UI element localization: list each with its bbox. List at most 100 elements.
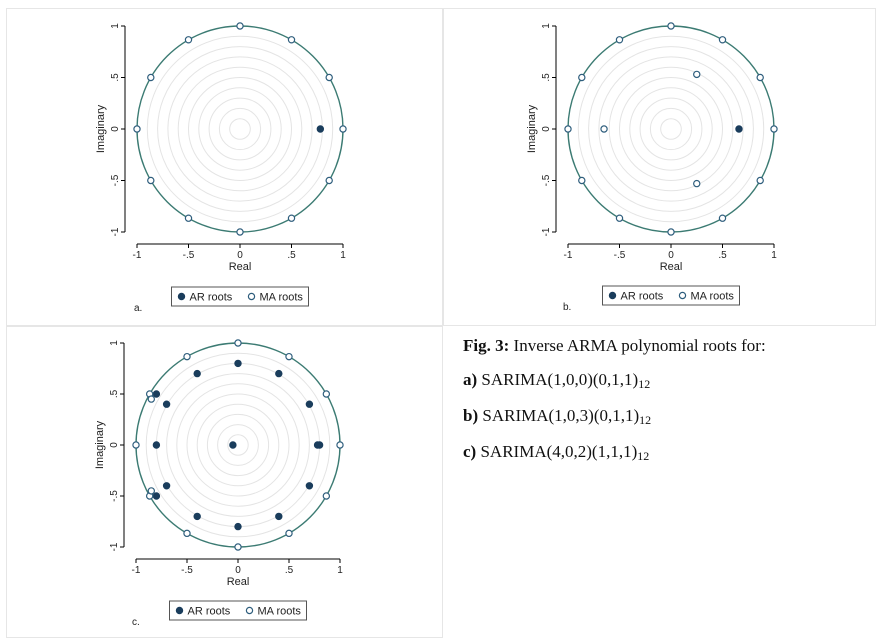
y-tick-label: .5 [109,389,120,398]
panel-label: c. [132,617,140,628]
y-tick-label: -1 [110,227,121,236]
x-tick-label: 1 [337,565,343,576]
ma-root-point [287,214,296,222]
caption-item-c: c) SARIMA(4,0,2)(1,1,1)12 [463,442,873,464]
ma-root-point [236,22,244,30]
ar-root-point [193,369,201,378]
ma-root-point [325,176,333,185]
x-tick-label: 1 [340,250,346,261]
ar-root-point [152,492,161,500]
y-axis-label: Imaginary [94,420,106,469]
ma-root-point [336,441,344,449]
y-tick-label: 0 [110,126,121,132]
ma-root-point [322,492,331,500]
grid-ring [619,77,723,181]
panel-c: -1 -1 -.5 -.5 0 0 .5 .5 1 1 Real Imaginary AR roots M… [6,326,443,638]
ma-root-point [756,176,764,185]
ar-root-point [162,400,171,408]
legend-box [171,286,309,307]
panel-b: -1 -1 -.5 -.5 0 0 .5 .5 1 1 Real Imaginary AR roots M… [443,8,876,326]
caption-title-rest: Inverse ARMA polynomial roots for: [509,336,766,355]
ar-root-point [152,390,161,398]
ma-root-point [325,73,333,82]
legend-ar-marker [175,606,184,615]
ar-root-point [275,369,283,378]
y-axis-label: Imaginary [526,104,538,153]
x-tick-label: -1 [564,250,573,261]
ar-root-point [234,359,242,368]
y-tick-label: .5 [110,73,121,82]
ma-root-point [615,214,624,222]
ma-root-point [667,22,675,30]
ar-root-point [305,400,314,408]
x-tick-label: -.5 [183,250,195,261]
ma-root-point [285,529,293,538]
y-tick-label: 0 [109,442,120,448]
ma-root-point [132,441,140,449]
caption-item-sub: 12 [637,449,650,463]
ma-root-point [184,214,193,222]
legend-ma-label: MA roots [691,291,735,303]
legend-box [169,600,307,621]
y-tick-label: 1 [110,23,121,29]
ma-root-point [183,529,191,538]
ma-root-point [147,73,155,82]
legend-ma-marker [678,291,687,300]
panel-label: a. [134,303,142,314]
x-tick-label: .5 [718,250,727,261]
ma-root-point [339,125,347,133]
ma-root-point [718,36,727,44]
grid-ring [196,403,280,487]
y-tick-label: -.5 [110,174,121,186]
x-axis-label: Real [660,261,683,273]
ma-root-point [564,125,572,133]
ma-root-point [770,125,778,133]
x-tick-label: 0 [668,250,674,261]
grid-ring [629,87,713,171]
legend-ar-marker [608,291,617,300]
ma-root-point [718,214,727,222]
x-tick-label: 0 [237,250,243,261]
legend-ma-label: MA roots [258,606,302,618]
ar-root-point [313,441,322,449]
panel-label: b. [563,302,571,313]
grid-ring [176,383,300,507]
grid-ring [208,97,272,161]
ma-root-point [147,176,155,185]
ma-root-point [578,73,586,82]
legend-ar-label: AR roots [188,606,231,618]
caption-item-label: a) [463,370,478,389]
legend-ma-marker [247,292,256,301]
legend-box [602,285,740,306]
y-tick-label: 0 [541,126,552,132]
grid-ring [186,393,290,497]
legend-ma-marker [245,606,254,615]
ar-root-point [234,522,242,531]
ma-root-point [600,125,608,133]
x-tick-label: -1 [132,565,141,576]
x-tick-label: -1 [133,250,142,261]
grid-ring [577,35,765,223]
y-axis-label: Imaginary [95,104,107,153]
ma-root-point [147,395,155,403]
y-tick-label: -1 [541,227,552,236]
panel-a: -1 -1 -.5 -.5 0 0 .5 .5 1 1 Real Imaginary AR roots M… [6,8,443,326]
y-tick-label: 1 [541,23,552,29]
y-tick-label: -.5 [109,490,120,502]
y-tick-label: .5 [541,73,552,82]
ma-root-point [667,228,675,236]
grid-ring [177,66,303,192]
grid-ring [146,35,334,223]
x-tick-label: .5 [287,250,296,261]
ma-root-point [234,543,242,551]
legend-ar-marker [177,292,186,301]
grid-ring [217,424,259,466]
x-tick-label: 1 [771,250,777,261]
y-tick-label: 1 [109,340,120,346]
grid-ring [660,118,682,140]
caption-item-sub: 12 [638,377,651,391]
ma-root-point [578,176,586,185]
grid-ring [198,87,282,171]
grid-ring [608,66,734,192]
legend-ma-label: MA roots [260,292,304,304]
